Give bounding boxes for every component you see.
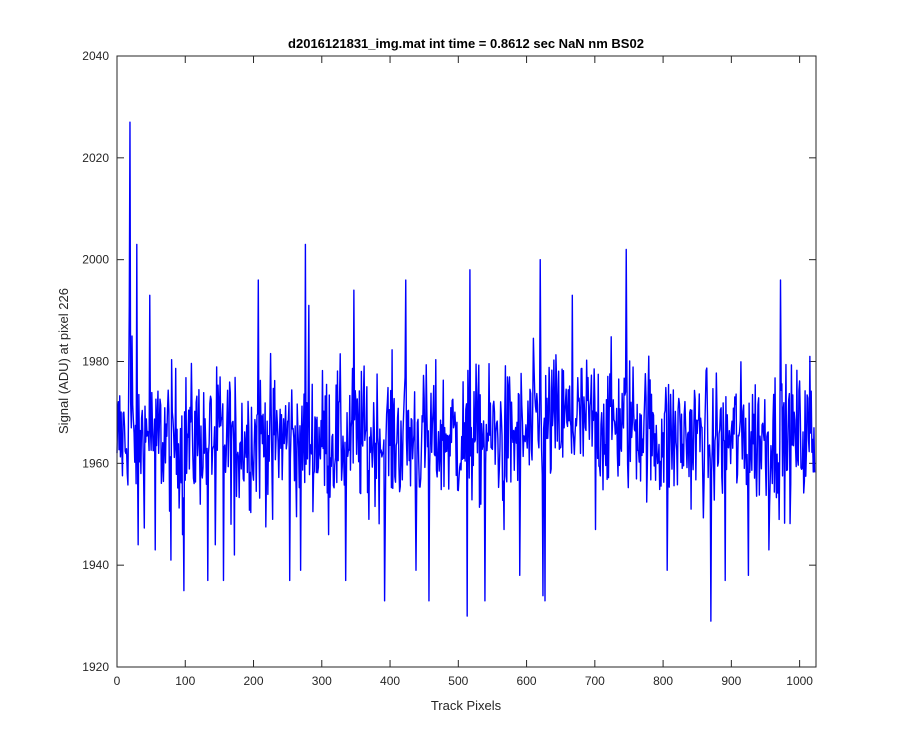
y-tick-label: 2040 [82,49,109,63]
y-tick-label: 2020 [82,151,109,165]
x-tick-label: 900 [721,674,741,688]
y-tick-label: 1920 [82,660,109,674]
x-tick-label: 100 [175,674,195,688]
x-tick-label: 0 [114,674,121,688]
x-tick-label: 700 [585,674,605,688]
x-tick-label: 600 [517,674,537,688]
ticks-layer: 0 100 200 300 400 500 600 700 800 900 1000 1920 1940… [82,49,816,688]
x-tick-label: 200 [244,674,264,688]
line-layer [116,121,816,622]
chart-title: d2016121831_img.mat int time = 0.8612 se… [288,36,644,51]
x-tick-label: 800 [653,674,673,688]
x-tick-label: 300 [312,674,332,688]
x-tick-label: 400 [380,674,400,688]
y-tick-label: 1980 [82,355,109,369]
y-tick-label: 1940 [82,558,109,572]
y-axis-label: Signal (ADU) at pixel 226 [56,288,71,434]
signal-series-line [116,121,816,622]
x-tick-label: 1000 [786,674,813,688]
axes-box [116,55,817,668]
x-tick-label: 500 [448,674,468,688]
x-axis-label: Track Pixels [431,698,502,713]
y-tick-label: 1960 [82,456,109,470]
y-tick-label: 2000 [82,253,109,267]
